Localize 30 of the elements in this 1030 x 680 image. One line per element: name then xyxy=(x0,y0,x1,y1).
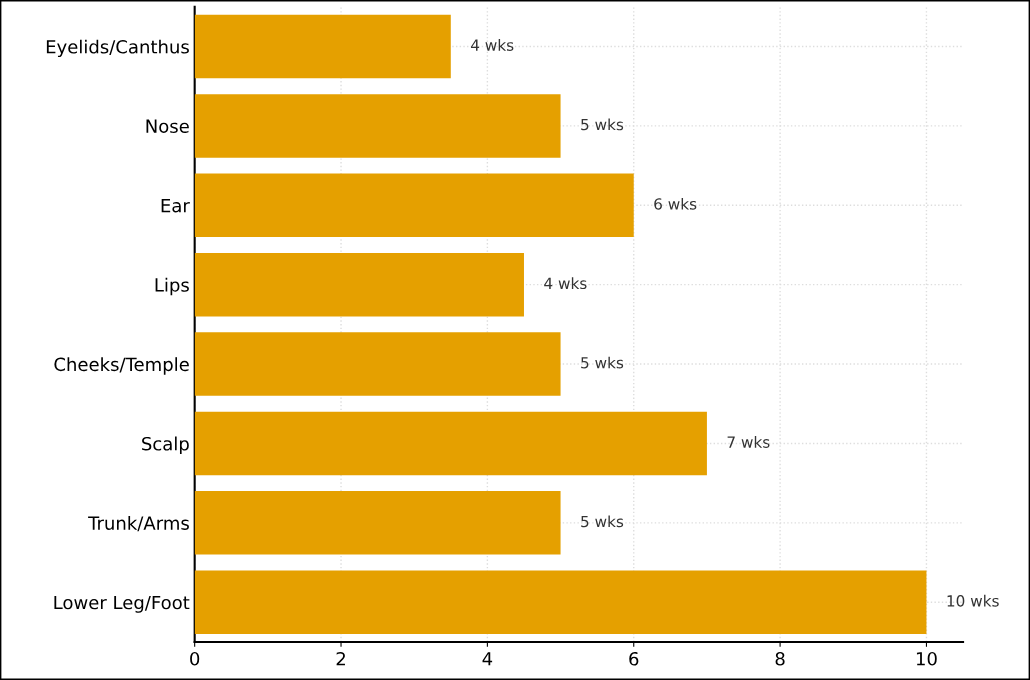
data-label: 4 wks xyxy=(544,277,587,290)
data-label: 7 wks xyxy=(727,436,770,448)
bar xyxy=(194,252,524,317)
x-tick-label: 10 xyxy=(916,651,937,666)
y-tick-label: Trunk/Arms xyxy=(88,515,189,532)
bar xyxy=(194,94,561,158)
bar xyxy=(194,411,707,476)
x-tick-label: 4 xyxy=(482,652,493,666)
data-label: 5 wks xyxy=(581,356,624,369)
y-tick-label: Eyelids/Canthus xyxy=(46,39,189,58)
bar xyxy=(194,491,561,555)
x-tick-label: 2 xyxy=(336,651,345,666)
data-label: 6 wks xyxy=(654,197,697,210)
bar xyxy=(194,14,451,79)
y-tick-label: Ear xyxy=(161,198,190,213)
data-label: 5 wks xyxy=(581,515,624,528)
x-tick-label: 0 xyxy=(190,651,200,666)
bar xyxy=(194,173,634,238)
bar xyxy=(194,570,927,634)
y-tick-label: Scalp xyxy=(142,436,189,455)
y-tick-label: Lips xyxy=(155,277,189,296)
y-tick-label: Cheeks/Temple xyxy=(54,357,189,375)
x-tick-label: 6 xyxy=(629,651,639,666)
x-tick-label: 8 xyxy=(775,651,785,666)
y-tick-label: Lower Leg/Foot xyxy=(54,595,190,613)
y-tick-label: Nose xyxy=(146,119,189,133)
data-label: 5 wks xyxy=(581,118,624,131)
data-label: 4 wks xyxy=(470,39,514,51)
bar xyxy=(194,332,561,396)
data-label: 10 wks xyxy=(947,594,999,607)
